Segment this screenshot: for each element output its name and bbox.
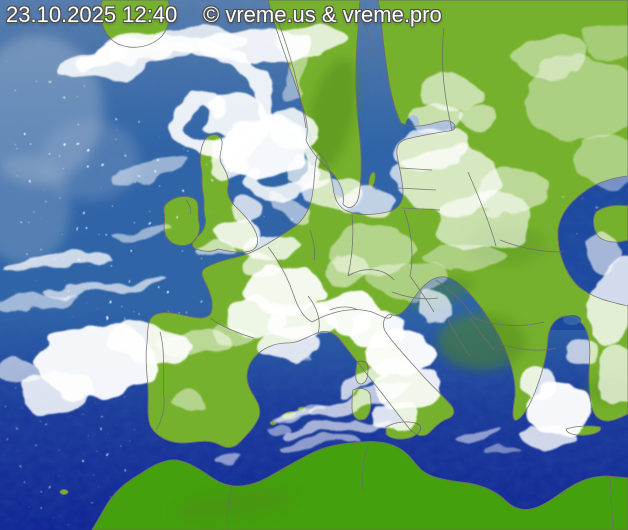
cumulus-speckle-layer [5,60,618,528]
copyright-label: © vreme.us & vreme.pro [203,2,442,27]
gotland [368,171,376,189]
country-borders [155,15,614,530]
border-layer [91,0,628,530]
sea-of-marmara [563,315,581,325]
ibiza [269,420,277,426]
timestamp-label: 23.10.2025 12:40 [6,2,178,27]
